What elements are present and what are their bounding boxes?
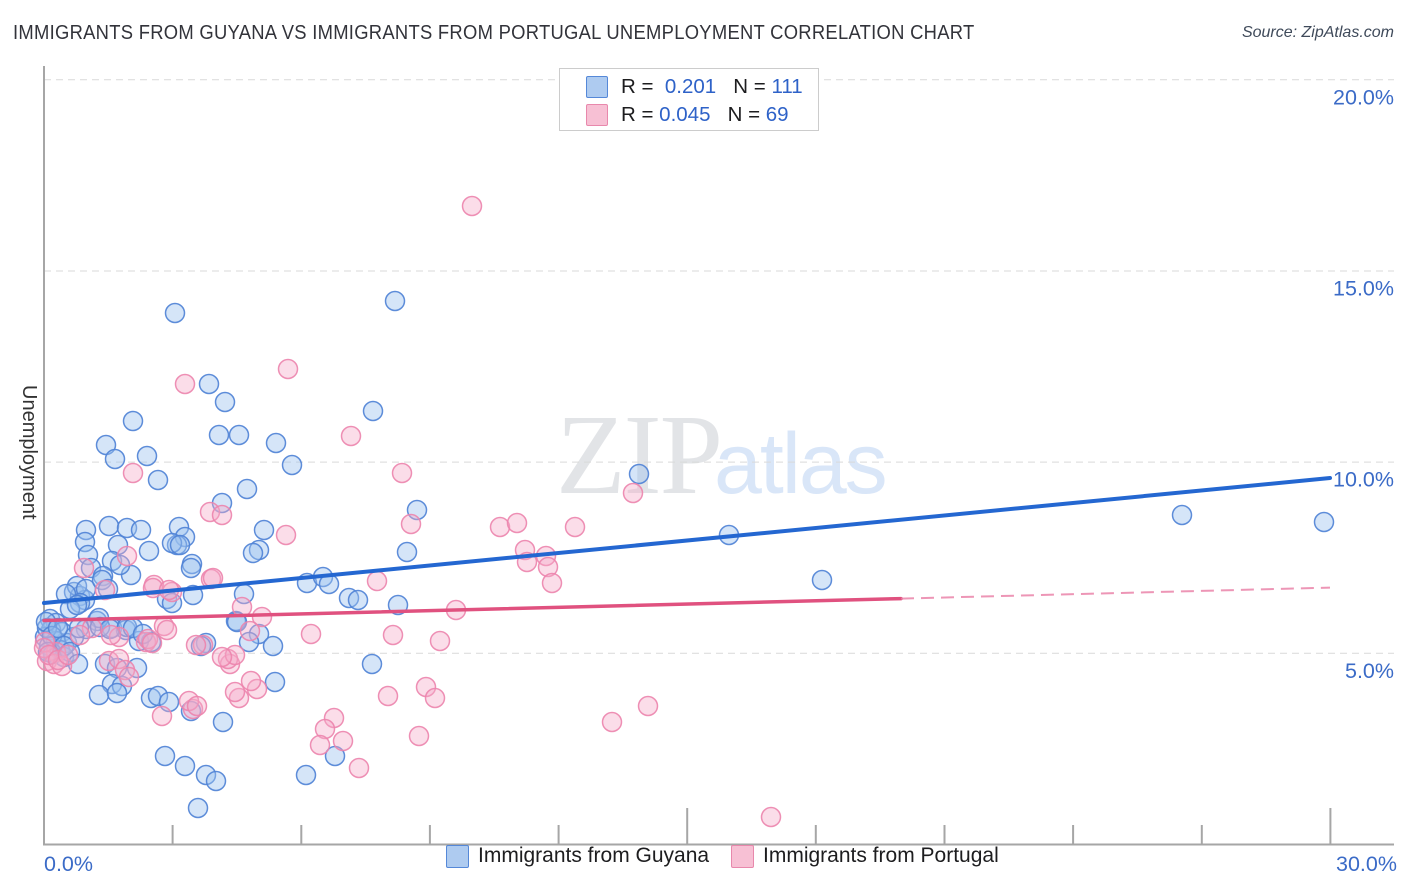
svg-text:20.0%: 20.0% [1333,85,1394,109]
svg-text:15.0%: 15.0% [1333,277,1394,301]
svg-text:10.0%: 10.0% [1333,468,1394,492]
svg-text:5.0%: 5.0% [1345,659,1394,683]
